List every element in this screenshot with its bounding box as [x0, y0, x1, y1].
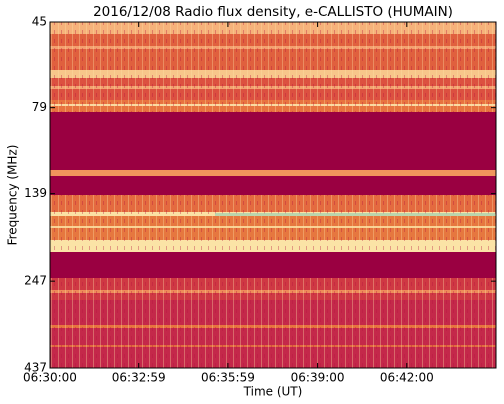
- x-tick-label: 06:39:00: [291, 371, 345, 385]
- y-tick-label: 437: [24, 361, 47, 375]
- x-tick-label: 06:32:59: [112, 371, 166, 385]
- x-tick-label: 06:30:00: [23, 371, 77, 385]
- x-tick-label: 06:42:00: [380, 371, 434, 385]
- y-tick-label: 45: [32, 15, 47, 29]
- y-tick-label: 139: [24, 186, 47, 200]
- chart-title: 2016/12/08 Radio flux density, e-CALLIST…: [93, 4, 453, 20]
- x-tick-label: 06:35:59: [201, 371, 255, 385]
- spectrogram-image: [50, 22, 496, 368]
- y-tick-label: 79: [32, 100, 47, 114]
- plot-frame: [49, 21, 497, 369]
- y-tick-label: 247: [24, 274, 47, 288]
- x-axis-label: Time (UT): [243, 385, 303, 399]
- y-axis-label: Frequency (MHz): [6, 145, 20, 246]
